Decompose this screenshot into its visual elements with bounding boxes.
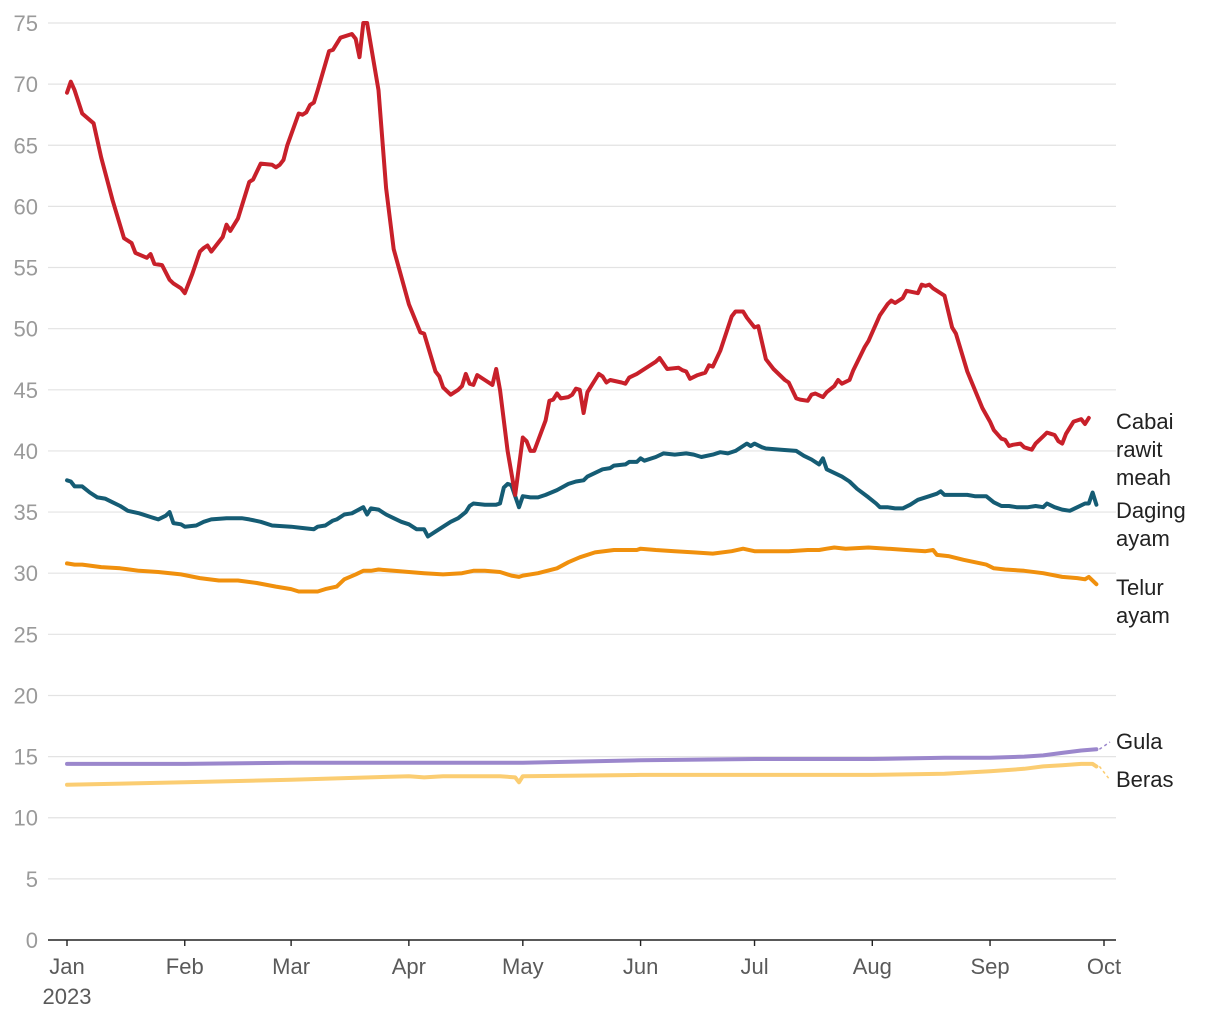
y-tick-label: 70	[14, 72, 38, 97]
y-tick-label: 5	[26, 867, 38, 892]
series-label-daging-ayam: Daging	[1116, 498, 1186, 523]
x-tick-label: Feb	[166, 954, 204, 979]
series-line-daging-ayam	[65, 441, 1099, 539]
x-tick-year-label: 2023	[43, 984, 92, 1009]
y-tick-label: 60	[14, 194, 38, 219]
x-tick-label: Jan	[49, 954, 84, 979]
gridlines	[48, 22, 1116, 880]
label-leader-line	[1098, 765, 1111, 781]
x-tick-label: Jun	[623, 954, 658, 979]
y-tick-label: 0	[26, 928, 38, 953]
label-leader-line	[1098, 741, 1111, 750]
series-label-cabai-rawit-meah: meah	[1116, 465, 1171, 490]
y-tick-label: 10	[14, 806, 38, 831]
series-label-cabai-rawit-meah: rawit	[1116, 437, 1162, 462]
x-tick-label: Oct	[1087, 954, 1121, 979]
series-labels: Cabai rawit meah Daging ayam Telur ayam Gula Ber…	[1098, 409, 1186, 792]
y-tick-label: 50	[14, 317, 38, 342]
y-tick-label: 55	[14, 256, 38, 281]
y-tick-label: 20	[14, 683, 38, 708]
y-tick-label: 65	[14, 133, 38, 158]
series-label-telur-ayam: ayam	[1116, 603, 1170, 628]
series-label-gula: Gula	[1116, 729, 1163, 754]
series-line-cabai-rawit-meah	[65, 21, 1091, 497]
series-lines	[65, 21, 1099, 787]
y-tick-label: 40	[14, 439, 38, 464]
x-tick-label: Mar	[272, 954, 310, 979]
x-tick-label: Aug	[853, 954, 892, 979]
x-tick-label: Jul	[740, 954, 768, 979]
y-tick-label: 30	[14, 561, 38, 586]
y-axis-ticks: 0 5 10 15 20 25 30 35 40 45 50 55 60 65 70 75	[14, 11, 38, 953]
series-label-telur-ayam: Telur	[1116, 575, 1164, 600]
x-axis-ticks: Jan 2023 Feb Mar Apr May Jun Jul Aug Sep Oct	[43, 940, 1121, 1009]
series-line-beras	[65, 761, 1099, 787]
series-line-gula	[65, 747, 1099, 766]
x-tick-label: Sep	[970, 954, 1009, 979]
x-tick-label: Apr	[392, 954, 426, 979]
x-tick-label: May	[502, 954, 544, 979]
series-label-daging-ayam: ayam	[1116, 526, 1170, 551]
y-tick-label: 25	[14, 622, 38, 647]
y-tick-label: 45	[14, 378, 38, 403]
series-label-cabai-rawit-meah: Cabai	[1116, 409, 1173, 434]
y-tick-label: 15	[14, 745, 38, 770]
series-label-beras: Beras	[1116, 767, 1173, 792]
y-tick-label: 75	[14, 11, 38, 36]
series-line-telur-ayam	[65, 545, 1099, 594]
y-tick-label: 35	[14, 500, 38, 525]
